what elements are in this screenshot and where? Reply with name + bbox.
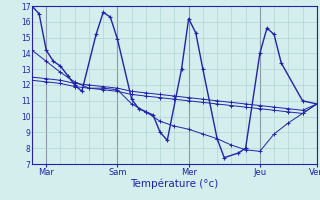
- X-axis label: Température (°c): Température (°c): [130, 179, 219, 189]
